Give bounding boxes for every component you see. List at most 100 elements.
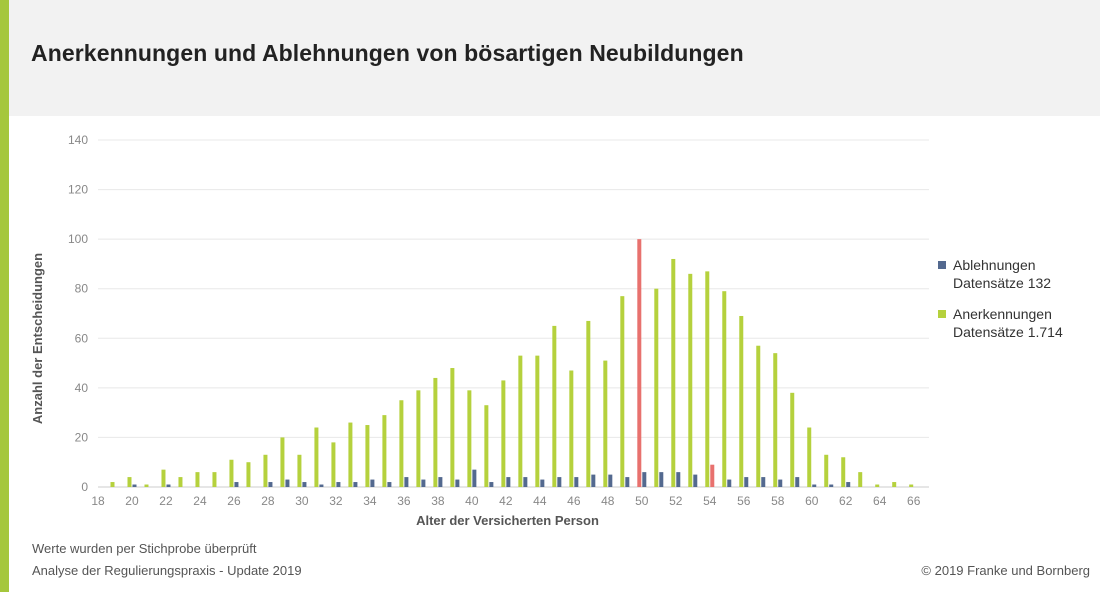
bar-anerkennungen bbox=[518, 355, 523, 487]
y-tick-label: 0 bbox=[81, 480, 88, 494]
legend: Ablehnungen Datensätze 132 Anerkennungen… bbox=[938, 256, 1063, 354]
bar-ablehnungen bbox=[591, 474, 596, 487]
x-tick-label: 36 bbox=[397, 494, 411, 508]
bar-ablehnungen bbox=[132, 484, 137, 487]
bar-anerkennungen bbox=[569, 370, 574, 487]
x-tick-label: 48 bbox=[601, 494, 615, 508]
bar-anerkennungen bbox=[178, 477, 183, 487]
x-tick-label: 46 bbox=[567, 494, 581, 508]
accent-bar bbox=[0, 0, 9, 592]
x-tick-label: 38 bbox=[431, 494, 445, 508]
legend-label-ablehnungen: Ablehnungen bbox=[953, 257, 1036, 273]
legend-item-ablehnungen[interactable]: Ablehnungen Datensätze 132 bbox=[938, 256, 1063, 292]
bar-ablehnungen bbox=[761, 477, 766, 487]
bar-anerkennungen bbox=[297, 454, 302, 487]
y-tick-label: 140 bbox=[68, 133, 88, 147]
bar-anerkennungen bbox=[841, 457, 846, 487]
bar-anerkennungen bbox=[552, 325, 557, 487]
bar-anerkennungen bbox=[263, 454, 268, 487]
bar-ablehnungen bbox=[353, 482, 358, 487]
bar-anerkennungen bbox=[127, 477, 132, 487]
bar-ablehnungen bbox=[693, 474, 698, 487]
bar-ablehnungen bbox=[166, 484, 171, 487]
bar-ablehnungen bbox=[829, 484, 834, 487]
bar-anerkennungen bbox=[501, 380, 506, 487]
bar-anerkennungen bbox=[858, 472, 863, 487]
bar-anerkennungen bbox=[909, 484, 914, 487]
bar-ablehnungen bbox=[744, 477, 749, 487]
y-tick-label: 40 bbox=[75, 381, 89, 395]
bar-ablehnungen bbox=[370, 479, 375, 487]
y-tick-label: 20 bbox=[75, 430, 89, 444]
bar-anerkennungen bbox=[314, 427, 319, 487]
x-tick-label: 44 bbox=[533, 494, 547, 508]
x-tick-label: 34 bbox=[363, 494, 377, 508]
y-axis-title: Anzahl der Entscheidungen bbox=[30, 253, 45, 424]
x-tick-label: 28 bbox=[261, 494, 275, 508]
bar-anerkennungen bbox=[807, 427, 812, 487]
bar-anerkennungen bbox=[212, 472, 217, 487]
y-tick-label: 60 bbox=[75, 331, 89, 345]
bar-anerkennungen bbox=[467, 390, 472, 487]
header: Anerkennungen und Ablehnungen von bösart… bbox=[9, 0, 1100, 116]
bar-ablehnungen bbox=[506, 477, 511, 487]
x-tick-label: 30 bbox=[295, 494, 309, 508]
bar-anerkennungen bbox=[722, 291, 727, 487]
legend-item-anerkennungen[interactable]: Anerkennungen Datensätze 1.714 bbox=[938, 305, 1063, 341]
bar-ablehnungen bbox=[676, 472, 681, 487]
x-axis-title: Alter der Versicherten Person bbox=[416, 513, 599, 528]
bar-ablehnungen bbox=[778, 479, 783, 487]
page-title: Anerkennungen und Ablehnungen von bösart… bbox=[31, 40, 744, 66]
bar-ablehnungen bbox=[421, 479, 426, 487]
bar-anerkennungen bbox=[620, 296, 625, 487]
footer-note-analysis: Analyse der Regulierungspraxis - Update … bbox=[32, 563, 302, 578]
bar-anerkennungen bbox=[161, 469, 166, 487]
bar-ablehnungen bbox=[523, 477, 528, 487]
bar-ablehnungen bbox=[557, 477, 562, 487]
bar-ablehnungen bbox=[404, 477, 409, 487]
bar-ablehnungen bbox=[574, 477, 579, 487]
bar-ablehnungen bbox=[268, 482, 273, 487]
bar-highlight bbox=[710, 464, 715, 487]
bar-anerkennungen bbox=[603, 360, 608, 487]
x-tick-label: 40 bbox=[465, 494, 479, 508]
x-tick-label: 50 bbox=[635, 494, 649, 508]
x-tick-label: 52 bbox=[669, 494, 683, 508]
x-tick-label: 42 bbox=[499, 494, 513, 508]
bar-ablehnungen bbox=[812, 484, 817, 487]
bar-ablehnungen bbox=[625, 477, 630, 487]
x-tick-label: 22 bbox=[159, 494, 173, 508]
bar-anerkennungen bbox=[773, 353, 778, 487]
legend-label-anerkennungen: Anerkennungen bbox=[953, 306, 1052, 322]
bar-anerkennungen bbox=[705, 271, 710, 487]
bar-anerkennungen bbox=[280, 437, 285, 487]
bar-ablehnungen bbox=[608, 474, 613, 487]
bar-anerkennungen bbox=[110, 482, 115, 487]
bar-anerkennungen bbox=[382, 415, 387, 487]
y-tick-label: 100 bbox=[68, 232, 88, 246]
x-tick-label: 64 bbox=[873, 494, 887, 508]
bar-anerkennungen bbox=[671, 258, 676, 487]
x-tick-label: 56 bbox=[737, 494, 751, 508]
bar-anerkennungen bbox=[892, 482, 897, 487]
bar-ablehnungen bbox=[540, 479, 545, 487]
bar-anerkennungen bbox=[739, 315, 744, 487]
bar-ablehnungen bbox=[438, 477, 443, 487]
bar-anerkennungen bbox=[246, 462, 251, 487]
bar-ablehnungen bbox=[302, 482, 307, 487]
bar-anerkennungen bbox=[790, 392, 795, 487]
bar-ablehnungen bbox=[727, 479, 732, 487]
x-tick-label: 58 bbox=[771, 494, 785, 508]
x-tick-label: 62 bbox=[839, 494, 853, 508]
bar-ablehnungen bbox=[455, 479, 460, 487]
bar-ablehnungen bbox=[336, 482, 341, 487]
legend-swatch-ablehnungen bbox=[938, 261, 946, 269]
x-tick-label: 20 bbox=[125, 494, 139, 508]
y-tick-label: 120 bbox=[68, 183, 88, 197]
bar-anerkennungen bbox=[229, 459, 234, 487]
bar-ablehnungen bbox=[285, 479, 290, 487]
x-tick-label: 18 bbox=[91, 494, 105, 508]
bar-anerkennungen bbox=[875, 484, 880, 487]
y-tick-label: 80 bbox=[75, 282, 89, 296]
bar-ablehnungen bbox=[659, 472, 664, 487]
